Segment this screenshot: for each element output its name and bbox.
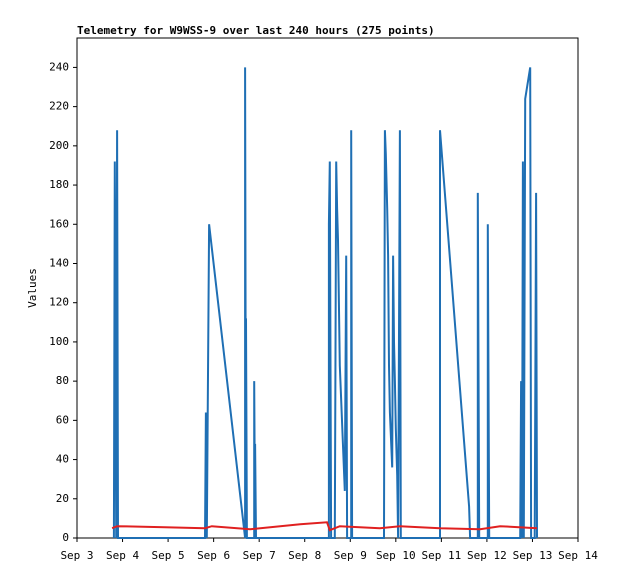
x-tick-label: Sep 9 — [334, 549, 367, 562]
x-tick-label: Sep 10 — [376, 549, 416, 562]
x-tick-label: Sep 12 — [467, 549, 507, 562]
x-tick-label: Sep 11 — [421, 549, 461, 562]
y-tick-label: 140 — [49, 256, 69, 269]
series-line — [111, 521, 538, 532]
y-tick-label: 160 — [49, 217, 69, 230]
y-tick-label: 240 — [49, 60, 69, 73]
x-tick-label: Sep 3 — [60, 549, 93, 562]
y-tick-label: 220 — [49, 100, 69, 113]
y-tick-label: 20 — [56, 492, 69, 505]
y-tick-label: 120 — [49, 296, 69, 309]
x-tick-label: Sep 7 — [243, 549, 276, 562]
x-tick-label: Sep 13 — [513, 549, 553, 562]
x-tick-label: Sep 6 — [197, 549, 230, 562]
y-axis-label: Values — [26, 268, 39, 308]
y-tick-label: 200 — [49, 139, 69, 152]
y-tick-label: 40 — [56, 453, 69, 466]
x-tick-label: Sep 14 — [558, 549, 598, 562]
plot-frame — [76, 37, 579, 539]
y-tick-label: 180 — [49, 178, 69, 191]
y-tick-label: 0 — [62, 531, 69, 544]
chart-title: Telemetry for W9WSS-9 over last 240 hour… — [77, 24, 435, 37]
x-tick-label: Sep 8 — [288, 549, 321, 562]
y-tick-label: 100 — [49, 335, 69, 348]
y-tick-label: 80 — [56, 374, 69, 387]
x-tick-label: Sep 5 — [152, 549, 185, 562]
series-line — [112, 67, 538, 539]
x-tick-label: Sep 4 — [106, 549, 139, 562]
y-tick-label: 60 — [56, 413, 69, 426]
